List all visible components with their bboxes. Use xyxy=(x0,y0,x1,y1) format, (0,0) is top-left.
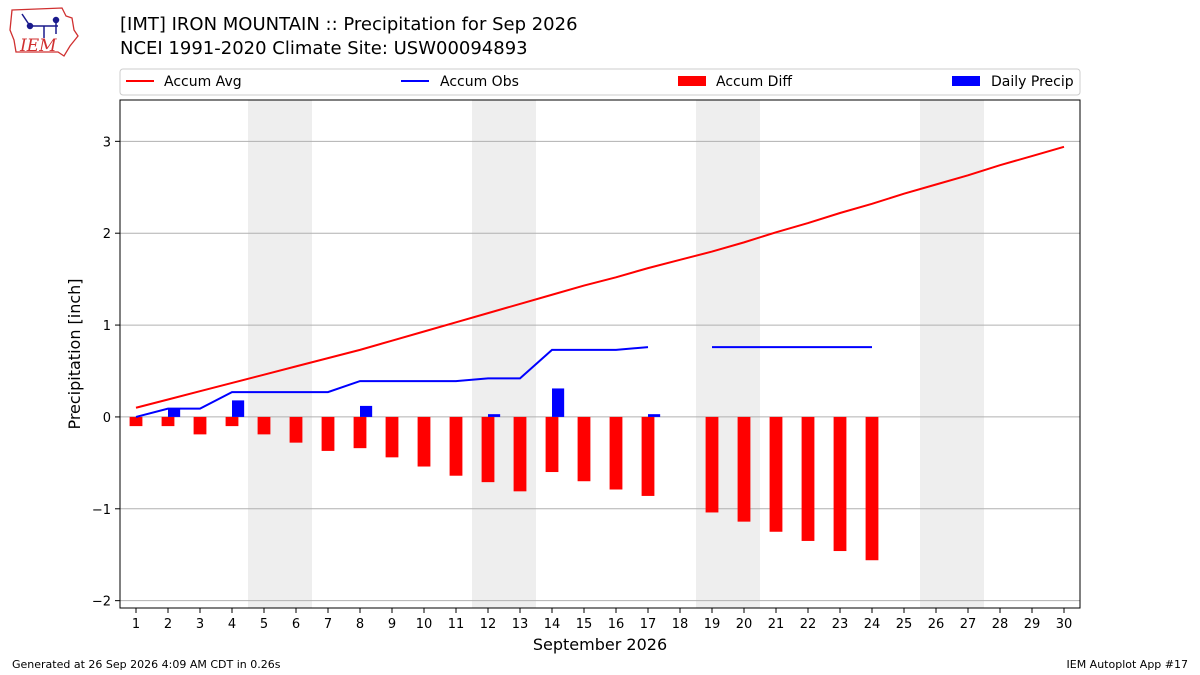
weekend-band-1 xyxy=(248,100,312,608)
xtick-label-12: 12 xyxy=(480,617,497,632)
accum-diff-bar-day-21 xyxy=(769,416,783,532)
daily-precip-bar-day-8 xyxy=(360,405,373,417)
accum-diff-bar-day-20 xyxy=(737,416,751,522)
ytick-label-4: 2 xyxy=(103,227,111,242)
xtick-label-16: 16 xyxy=(608,617,625,632)
xtick-label-1: 1 xyxy=(132,617,140,632)
legend-frame xyxy=(119,68,1081,96)
legend-label-accum-avg: Accum Avg xyxy=(164,74,242,90)
xtick-label-22: 22 xyxy=(800,617,817,632)
accum-diff-bar-day-15 xyxy=(577,416,591,482)
xtick-label-17: 17 xyxy=(640,617,657,632)
xtick-label-26: 26 xyxy=(928,617,945,632)
accum-diff-bar-day-13 xyxy=(513,416,527,492)
ytick-label-1: −1 xyxy=(92,503,111,518)
legend: Accum Avg Accum Obs Accum Diff Daily Pre… xyxy=(119,68,1081,96)
xtick-label-10: 10 xyxy=(416,617,433,632)
y-axis-ticks: −2 −1 0 1 2 3 xyxy=(92,135,120,610)
accum-diff-bar-day-4 xyxy=(225,416,239,427)
xtick-label-6: 6 xyxy=(292,617,300,632)
weekend-shading xyxy=(248,100,984,608)
accum-diff-bar-day-24 xyxy=(865,416,879,561)
weekend-band-3 xyxy=(696,100,760,608)
weekend-band-2 xyxy=(472,100,536,608)
accum-diff-bar-day-12 xyxy=(481,416,495,483)
legend-label-daily-precip: Daily Precip xyxy=(991,74,1074,90)
xtick-label-19: 19 xyxy=(704,617,721,632)
accum-diff-bar-day-9 xyxy=(385,416,399,458)
accum-diff-bar-day-19 xyxy=(705,416,719,513)
xtick-label-25: 25 xyxy=(896,617,913,632)
xtick-label-15: 15 xyxy=(576,617,593,632)
accum-diff-bar-day-8 xyxy=(353,416,367,449)
daily-precip-bar-day-14 xyxy=(552,388,565,417)
xtick-label-20: 20 xyxy=(736,617,753,632)
accum-obs-line-segment-1 xyxy=(135,346,649,418)
xtick-label-21: 21 xyxy=(768,617,785,632)
accum-diff-bar-day-17 xyxy=(641,416,655,496)
bars xyxy=(129,388,879,561)
xtick-label-9: 9 xyxy=(388,617,396,632)
xtick-label-5: 5 xyxy=(260,617,268,632)
x-axis-label: September 2026 xyxy=(533,635,667,654)
iem-logo: IEM xyxy=(9,7,79,57)
x-axis-ticks: 1 2 3 4 5 6 7 8 9 10 11 12 13 14 15 16 17 18 19 20 21 22 23 24 2… xyxy=(132,608,1072,632)
daily-precip-bar-day-2 xyxy=(168,408,181,417)
accum-diff-bar-day-3 xyxy=(193,416,207,435)
daily-precip-bar-day-12 xyxy=(488,414,501,417)
accum-diff-bar-day-11 xyxy=(449,416,463,476)
chart-title-line1: [IMT] IRON MOUNTAIN :: Precipitation for… xyxy=(120,14,578,35)
accum-diff-bar-day-2 xyxy=(161,416,175,427)
footer-app-id: IEM Autoplot App #17 xyxy=(1066,658,1189,671)
legend-swatch-daily-precip xyxy=(952,76,980,86)
gridlines xyxy=(120,140,1080,602)
xtick-label-7: 7 xyxy=(324,617,332,632)
xtick-label-13: 13 xyxy=(512,617,529,632)
accum-diff-bar-day-23 xyxy=(833,416,847,552)
logo-text: IEM xyxy=(19,36,57,56)
xtick-label-2: 2 xyxy=(164,617,172,632)
xtick-label-30: 30 xyxy=(1056,617,1073,632)
weather-station-icon xyxy=(21,13,60,38)
ytick-label-2: 0 xyxy=(103,411,111,426)
accum-diff-bar-day-22 xyxy=(801,416,815,541)
xtick-label-23: 23 xyxy=(832,617,849,632)
xtick-label-27: 27 xyxy=(960,617,977,632)
xtick-label-4: 4 xyxy=(228,617,236,632)
ytick-label-0: −2 xyxy=(92,595,111,610)
xtick-label-11: 11 xyxy=(448,617,465,632)
accum-diff-bar-day-14 xyxy=(545,416,559,473)
accum-diff-bar-day-5 xyxy=(257,416,271,435)
plot-frame xyxy=(119,99,1081,609)
xtick-label-18: 18 xyxy=(672,617,689,632)
xtick-label-14: 14 xyxy=(544,617,561,632)
weekend-band-4 xyxy=(920,100,984,608)
accum-diff-bar-day-6 xyxy=(289,416,303,443)
daily-precip-bar-day-17 xyxy=(648,414,661,417)
legend-label-accum-diff: Accum Diff xyxy=(716,74,792,90)
footer-generated-note: Generated at 26 Sep 2026 4:09 AM CDT in … xyxy=(12,658,281,671)
ytick-label-5: 3 xyxy=(103,135,111,150)
accum-diff-bar-day-7 xyxy=(321,416,335,451)
accum-avg-line-segment-1 xyxy=(135,145,1065,409)
lines xyxy=(135,145,1065,418)
accum-diff-bar-day-1 xyxy=(129,416,143,427)
y-axis-label: Precipitation [inch] xyxy=(65,278,84,429)
xtick-label-28: 28 xyxy=(992,617,1009,632)
legend-label-accum-obs: Accum Obs xyxy=(440,74,519,90)
xtick-label-3: 3 xyxy=(196,617,204,632)
legend-swatch-accum-diff xyxy=(678,76,706,86)
accum-diff-bar-day-16 xyxy=(609,416,623,490)
xtick-label-29: 29 xyxy=(1024,617,1041,632)
ytick-label-3: 1 xyxy=(103,319,111,334)
daily-precip-bar-day-4 xyxy=(232,400,245,417)
chart-title-line2: NCEI 1991-2020 Climate Site: USW00094893 xyxy=(120,38,528,59)
accum-diff-bar-day-10 xyxy=(417,416,431,467)
xtick-label-24: 24 xyxy=(864,617,881,632)
xtick-label-8: 8 xyxy=(356,617,364,632)
